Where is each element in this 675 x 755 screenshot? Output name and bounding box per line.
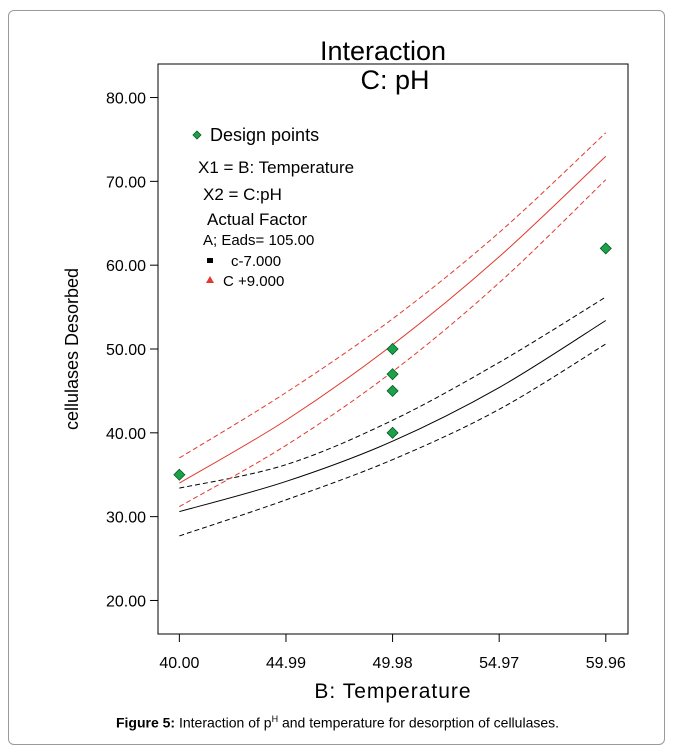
caption-text-end: and temperature for desorption of cellul… (278, 714, 560, 731)
legend-actual-factor-value: A; Eads= 105.00 (203, 232, 314, 249)
series-line-interval-1 (179, 296, 607, 489)
y-tick-label: 20.00 (106, 593, 146, 610)
interaction-chart: Interaction C: pH 20.00 30.00 40.00 50.00 60… (62, 36, 629, 703)
y-tick-label: 40.00 (106, 426, 146, 443)
x-tick-label: 59.96 (586, 655, 626, 672)
legend-x1: X1 = B: Temperature (198, 158, 354, 177)
y-axis: 20.00 30.00 40.00 50.00 60.00 70.00 80.00 (106, 91, 158, 610)
x-tick-label: 54.97 (479, 655, 519, 672)
design-point (173, 468, 186, 481)
x-axis: 40.00 44.99 49.98 54.97 59.96 (159, 634, 626, 672)
figure-caption: Figure 5: Interaction of pH and temperat… (0, 714, 675, 731)
design-point (599, 242, 612, 255)
legend-low-label: c-7.000 (231, 253, 281, 270)
legend-low-marker (207, 258, 213, 263)
series-line-interval-2 (179, 343, 607, 537)
legend-high-label: C +9.000 (223, 273, 284, 290)
legend: Design points X1 = B: Temperature X2 = C… (192, 125, 354, 290)
legend-design-points-label: Design points (210, 125, 319, 145)
design-points-layer (173, 242, 612, 481)
y-tick-label: 80.00 (106, 91, 146, 108)
x-axis-label: B: Temperature (314, 680, 471, 703)
legend-x2: X2 = C:pH (203, 185, 282, 204)
design-point (386, 426, 399, 439)
x-tick-label: 44.99 (266, 655, 306, 672)
figure-frame (8, 10, 665, 745)
design-point (386, 342, 399, 356)
series-line-interval-4 (179, 132, 607, 459)
legend-actual-factor-heading: Actual Factor (207, 210, 307, 229)
series-line-fit-0 (179, 320, 607, 513)
y-tick-label: 70.00 (106, 174, 146, 191)
y-tick-label: 50.00 (106, 342, 146, 359)
y-tick-label: 30.00 (106, 510, 146, 527)
caption-superscript: H (271, 714, 279, 724)
chart-title: Interaction (320, 36, 446, 66)
chart-subtitle: C: pH (360, 65, 429, 95)
y-tick-label: 60.00 (106, 258, 146, 275)
design-point (386, 384, 399, 397)
caption-text-start: Interaction of p (175, 714, 272, 731)
legend-high-marker (206, 276, 214, 283)
x-tick-label: 49.98 (373, 655, 413, 672)
y-axis-label: cellulases Desorbed (62, 268, 82, 430)
caption-label: Figure 5: (115, 714, 176, 731)
legend-design-point-marker (192, 130, 202, 140)
design-point (386, 368, 399, 381)
x-tick-label: 40.00 (159, 655, 199, 672)
